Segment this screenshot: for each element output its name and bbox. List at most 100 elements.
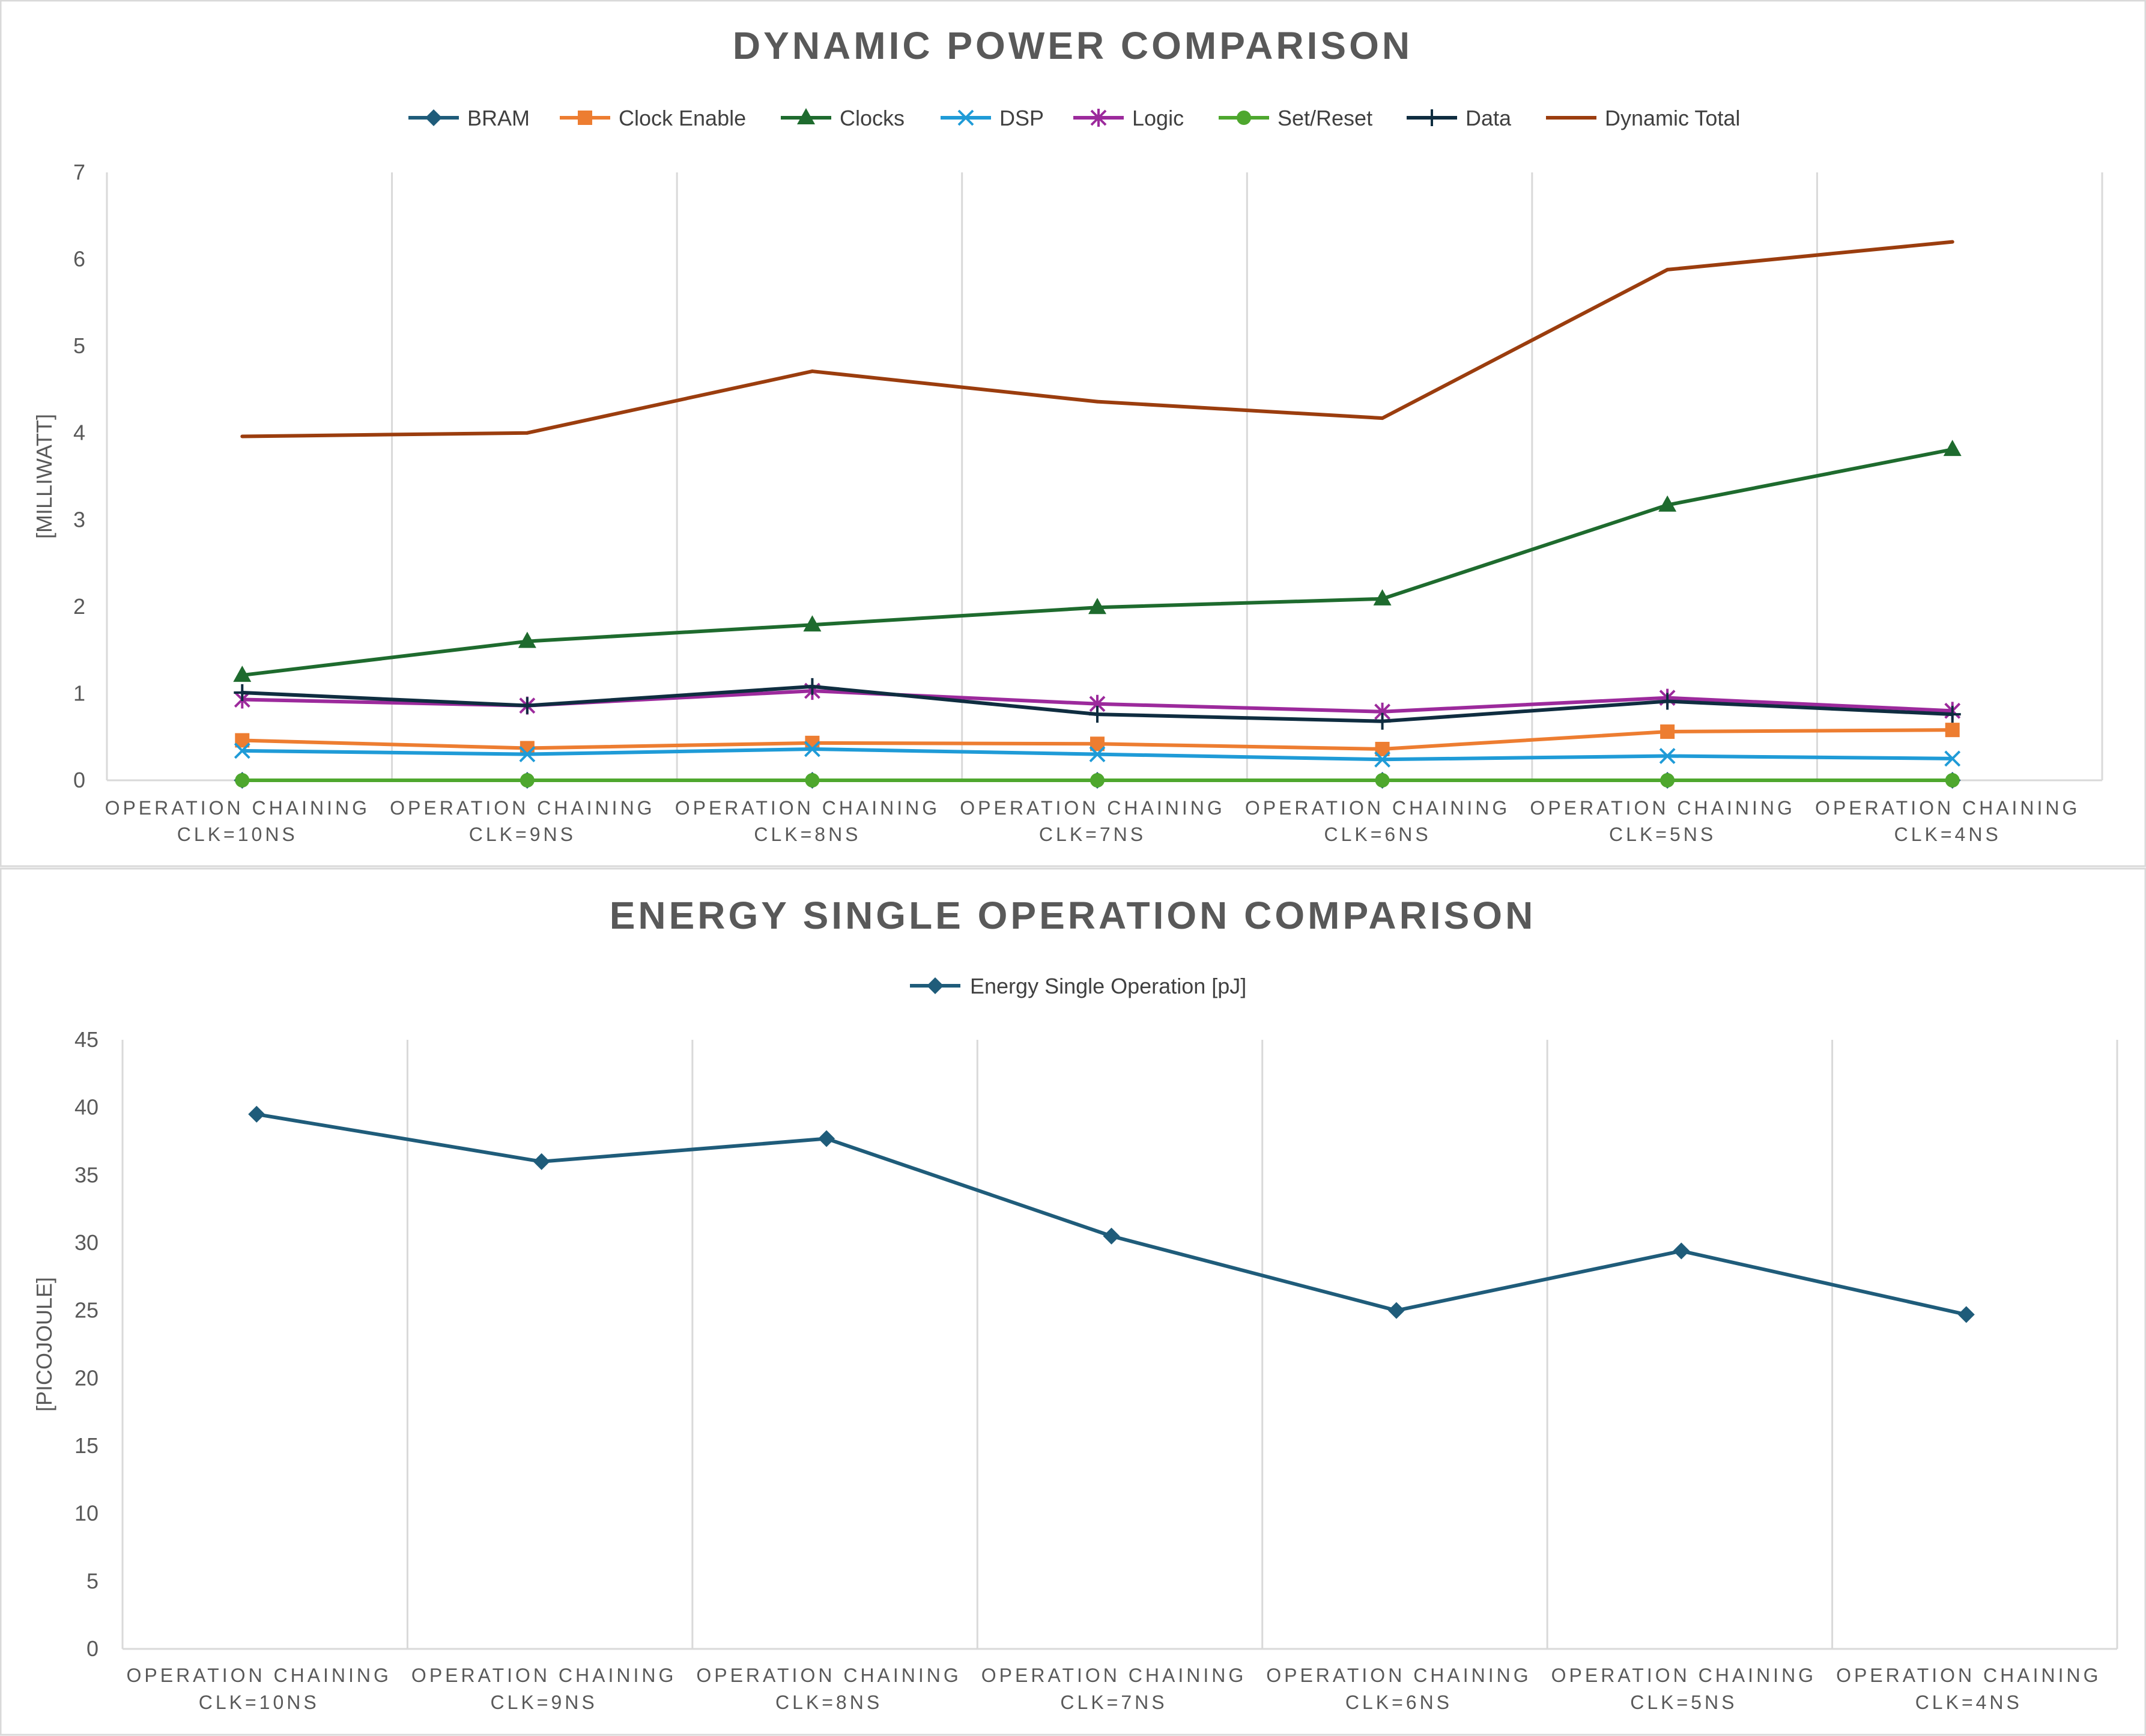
y-tick-label: 2	[73, 594, 85, 619]
y-tick-label: 35	[74, 1162, 99, 1187]
legend-label: Data	[1466, 106, 1512, 130]
y-tick-label: 20	[74, 1365, 99, 1390]
legend-item-clock-enable: Clock Enable	[560, 106, 746, 130]
x-tick-label-line2: CLK=7NS	[1039, 824, 1146, 845]
data-point-clocks	[803, 615, 822, 632]
chart-2: ENERGY SINGLE OPERATION COMPARISON 0 5 10 15…	[32, 894, 2118, 1713]
data-point-dynamic-total	[1950, 240, 1954, 244]
x-tick-label-line1: OPERATION CHAINING	[1551, 1665, 1816, 1686]
x-tick-label-line1: OPERATION CHAINING	[981, 1665, 1246, 1686]
x-tick-label-line2: CLK=6NS	[1324, 824, 1431, 845]
legend-marker	[1090, 109, 1107, 127]
chart-title: DYNAMIC POWER COMPARISON	[733, 24, 1413, 67]
data-point-clocks	[1658, 495, 1677, 512]
series-energy-single-operation-pj	[248, 1105, 1975, 1323]
legend-label: Logic	[1132, 106, 1184, 130]
legend-marker	[1237, 111, 1251, 125]
data-point-clocks	[233, 666, 252, 682]
legend-label: Set/Reset	[1278, 106, 1372, 130]
legend-label: Clocks	[840, 106, 905, 130]
legend-label: DSP	[999, 106, 1044, 130]
data-point-data	[518, 697, 536, 714]
series-set-reset	[235, 773, 1960, 788]
series-line-energy-single-operation-pj	[256, 1112, 1967, 1317]
chart-2-border	[0, 867, 2146, 1736]
x-tick-label-line1: OPERATION CHAINING	[105, 797, 370, 819]
x-tick-label-line1: OPERATION CHAINING	[390, 797, 655, 819]
series-line-dynamic-total	[242, 240, 1953, 439]
y-tick-label: 0	[73, 768, 85, 792]
data-point-set-reset	[1660, 773, 1675, 788]
data-point-dynamic-total	[240, 434, 244, 439]
x-tick-label-line1: OPERATION CHAINING	[1266, 1665, 1531, 1686]
y-axis-label: [MILLIWATT]	[32, 414, 56, 539]
data-point-dynamic-total	[1096, 399, 1099, 404]
legend-item-dsp: DSP	[941, 106, 1044, 130]
legend-item-clocks: Clocks	[781, 106, 905, 130]
data-point-data	[1374, 712, 1391, 730]
data-point-dsp	[1944, 750, 1961, 767]
legend-label: Dynamic Total	[1605, 106, 1740, 130]
y-tick-label: 5	[86, 1568, 99, 1593]
data-point-clocks	[1373, 589, 1392, 605]
series-clock-enable	[235, 723, 1960, 756]
data-point-dsp	[1374, 751, 1390, 768]
data-point-dynamic-total	[525, 431, 529, 435]
y-tick-label: 45	[74, 1027, 99, 1052]
data-point-data	[1089, 706, 1106, 723]
y-tick-label: 30	[74, 1230, 99, 1255]
data-point-energy-single-operation-pj	[1673, 1242, 1690, 1260]
data-point-data	[1659, 693, 1676, 710]
y-axis-label: [PICOJOULE]	[32, 1277, 56, 1412]
legend-label: Clock Enable	[619, 106, 746, 130]
y-tick-label: 0	[86, 1636, 99, 1661]
x-tick-label-line1: OPERATION CHAINING	[126, 1665, 391, 1686]
x-tick-label-line2: CLK=9NS	[491, 1692, 598, 1713]
data-point-clocks	[518, 631, 536, 648]
x-tick-label-line2: CLK=5NS	[1630, 1692, 1737, 1713]
x-tick-label-line2: CLK=9NS	[469, 824, 576, 845]
y-tick-label: 15	[74, 1433, 99, 1458]
series-dynamic-total	[240, 240, 1954, 439]
data-point-set-reset	[1090, 773, 1105, 788]
data-point-dsp	[519, 746, 536, 763]
legend-label: BRAM	[467, 106, 530, 130]
data-point-dsp	[234, 742, 250, 759]
x-tick-label-line2: CLK=4NS	[1915, 1692, 2022, 1713]
data-point-clocks	[1943, 440, 1962, 457]
legend-marker	[927, 977, 944, 994]
legend-item-bram: BRAM	[408, 106, 530, 130]
x-tick-label-line1: OPERATION CHAINING	[1245, 797, 1510, 819]
legend-marker	[1423, 109, 1440, 126]
series-dsp	[234, 741, 1961, 768]
legend-marker	[797, 108, 815, 124]
x-tick-label-line2: CLK=8NS	[754, 824, 861, 845]
x-tick-label-line1: OPERATION CHAINING	[675, 797, 940, 819]
y-tick-label: 3	[73, 507, 85, 532]
data-point-dynamic-total	[810, 369, 814, 374]
x-tick-label-line2: CLK=4NS	[1894, 824, 2001, 845]
x-tick-label-line2: CLK=8NS	[775, 1692, 882, 1713]
y-tick-label: 7	[73, 160, 85, 184]
data-point-clock-enable	[1945, 723, 1960, 738]
series-clocks	[233, 440, 1962, 682]
x-tick-label-line1: OPERATION CHAINING	[696, 1665, 961, 1686]
y-tick-label: 40	[74, 1095, 99, 1120]
legend-marker	[578, 111, 592, 125]
data-point-energy-single-operation-pj	[1387, 1302, 1405, 1319]
y-tick-label: 25	[74, 1298, 99, 1323]
data-point-clocks	[1088, 598, 1106, 615]
series-line-clocks	[241, 448, 1953, 678]
data-point-set-reset	[1375, 773, 1390, 788]
x-tick-label-line2: CLK=6NS	[1345, 1692, 1452, 1713]
x-tick-label-line1: OPERATION CHAINING	[1530, 797, 1795, 819]
data-point-energy-single-operation-pj	[1957, 1306, 1975, 1323]
y-tick-label: 10	[74, 1501, 99, 1526]
x-tick-label-line1: OPERATION CHAINING	[960, 797, 1225, 819]
legend-item-logic: Logic	[1073, 106, 1184, 130]
x-tick-label-line1: OPERATION CHAINING	[411, 1665, 676, 1686]
x-tick-label-line2: CLK=5NS	[1609, 824, 1716, 845]
data-point-energy-single-operation-pj	[533, 1153, 550, 1170]
